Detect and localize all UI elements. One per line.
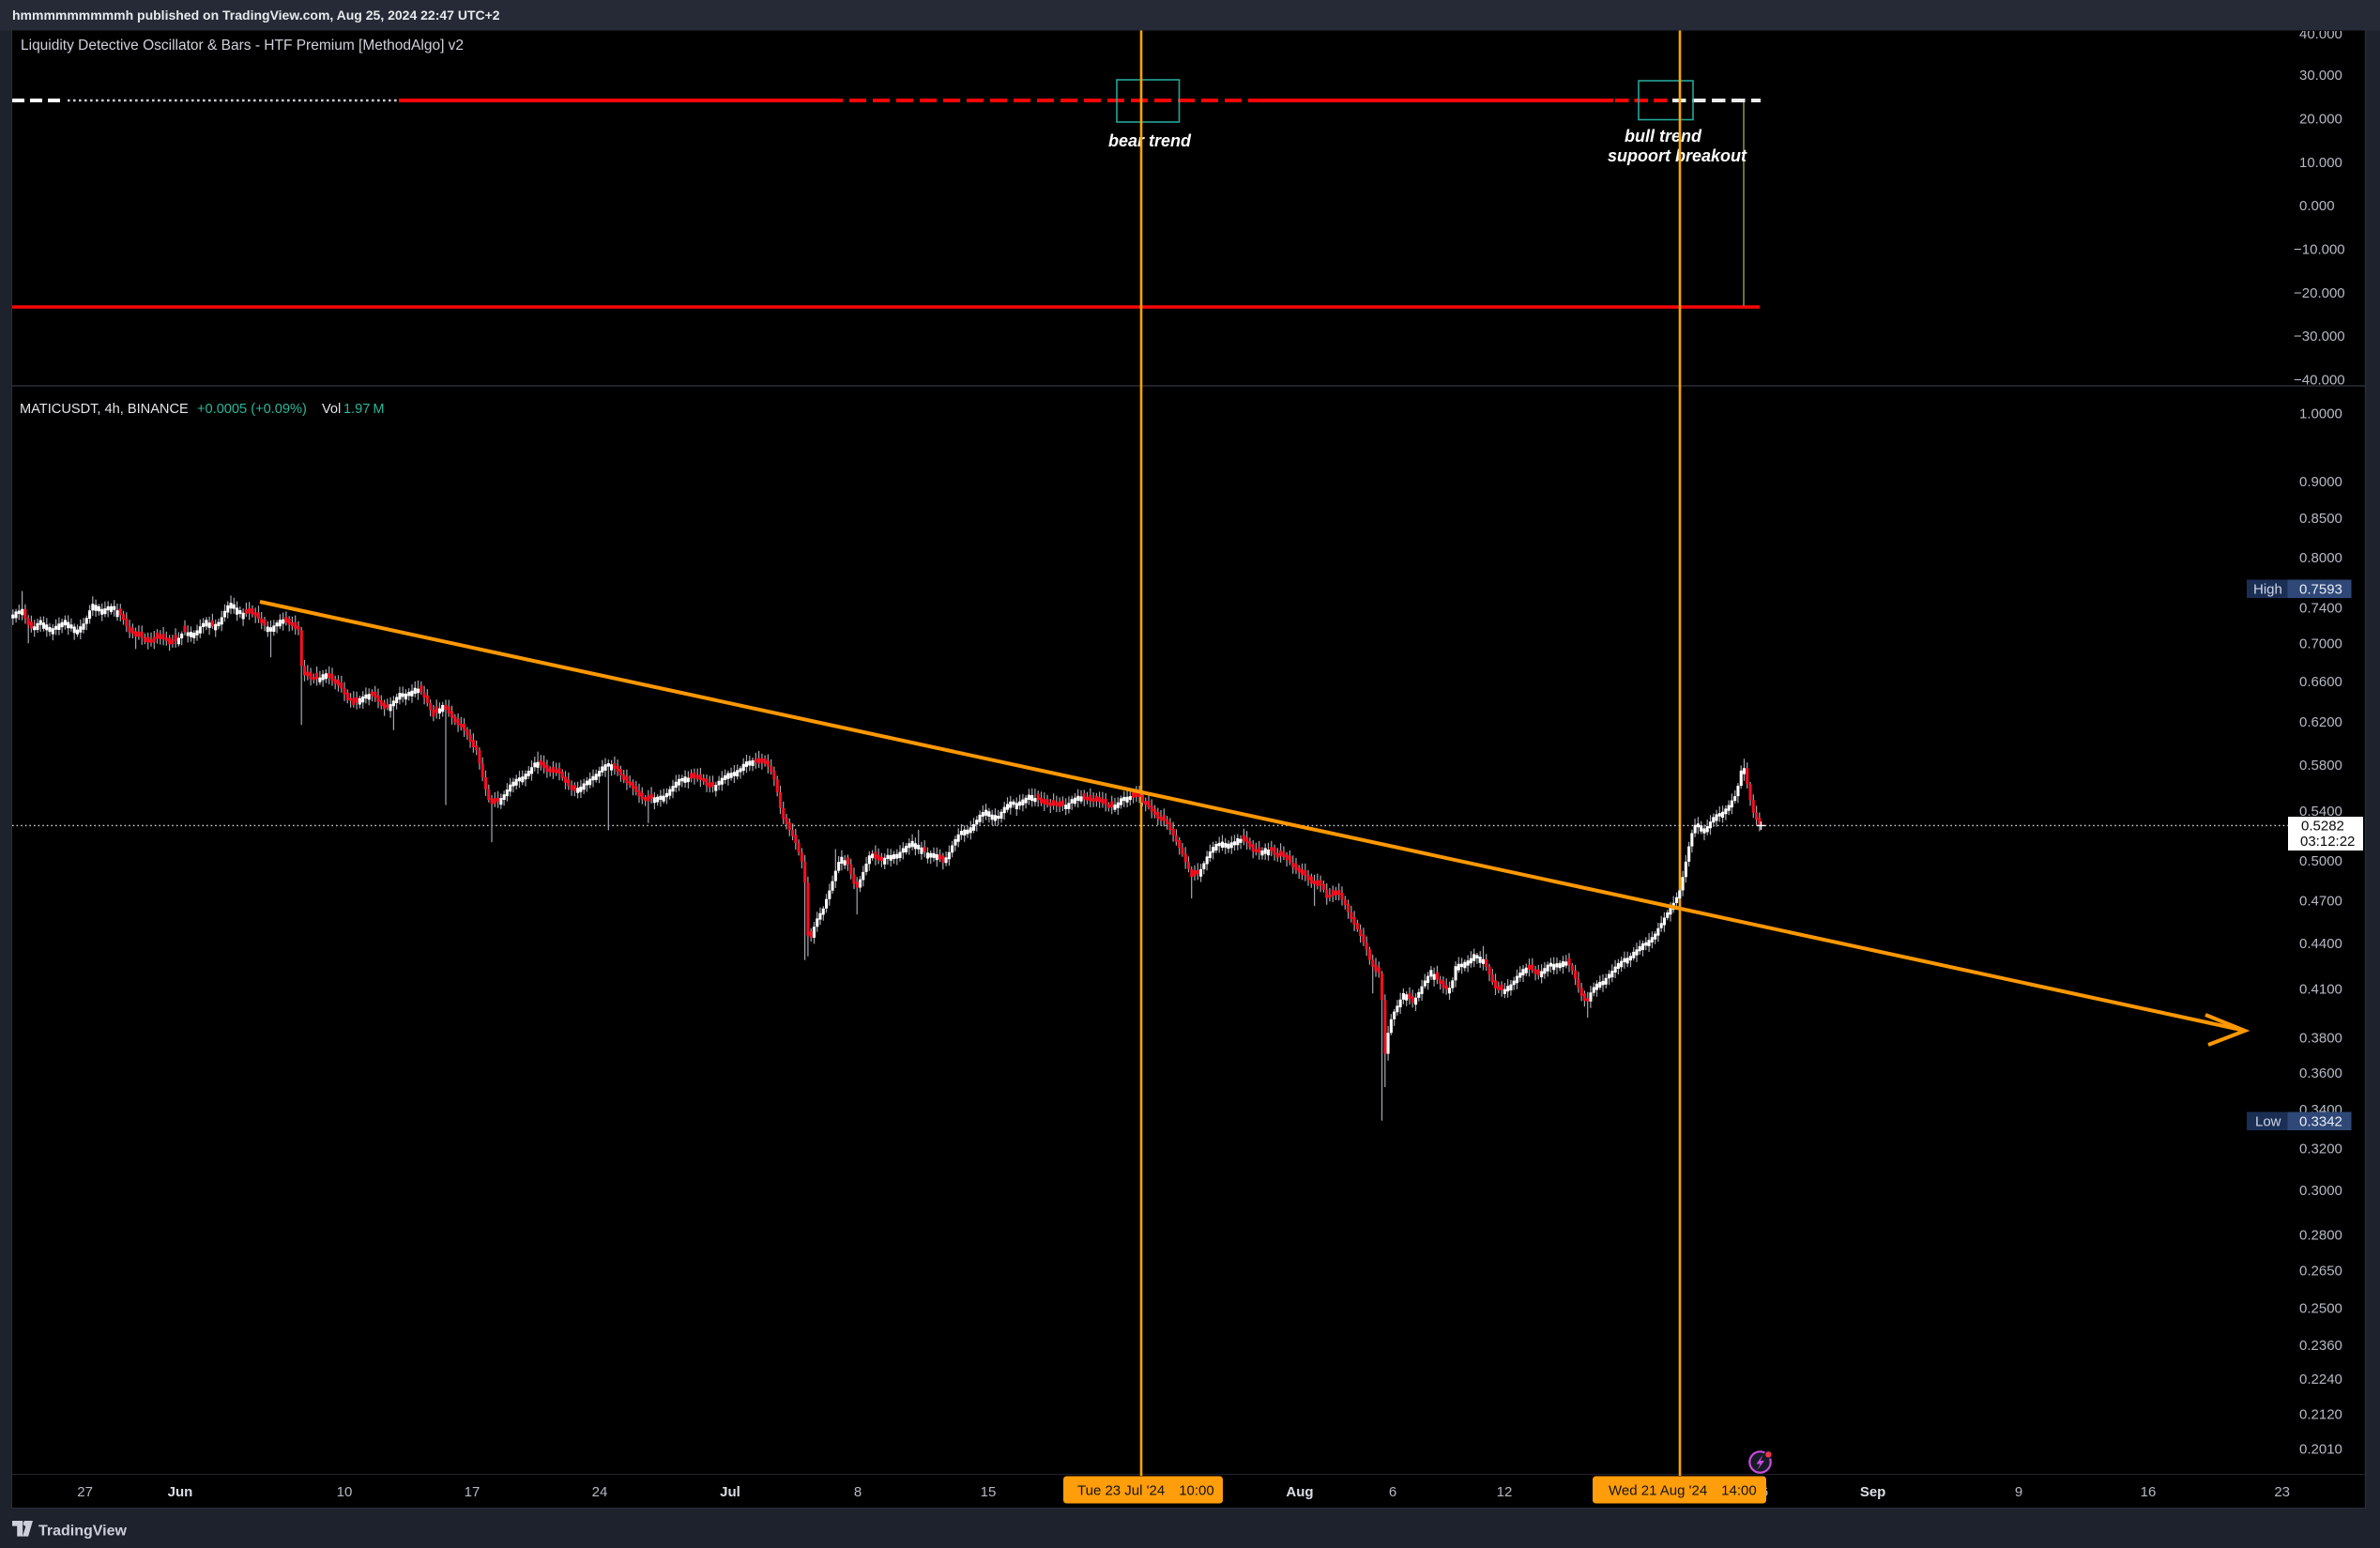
svg-text:0.7000: 0.7000 [2299,636,2342,652]
svg-text:0.3200: 0.3200 [2299,1142,2342,1157]
svg-text:−20.000: −20.000 [2294,285,2345,301]
svg-text:0.7593: 0.7593 [2299,582,2342,598]
svg-text:0.2500: 0.2500 [2299,1300,2342,1316]
svg-text:0.9000: 0.9000 [2299,474,2342,490]
svg-text:0.6200: 0.6200 [2299,714,2342,730]
svg-text:supoort breakout: supoort breakout [1608,146,1747,165]
svg-text:0.2360: 0.2360 [2299,1338,2342,1354]
svg-text:0.2010: 0.2010 [2299,1441,2342,1457]
svg-text:0.2240: 0.2240 [2299,1372,2342,1387]
svg-text:Sep: Sep [1860,1484,1886,1500]
svg-text:0.5282: 0.5282 [2301,819,2344,835]
svg-text:15: 15 [981,1484,997,1500]
svg-text:Liquidity Detective Oscillator: Liquidity Detective Oscillator & Bars - … [21,38,464,54]
svg-text:0.5800: 0.5800 [2299,758,2342,774]
svg-text:1.0000: 1.0000 [2299,406,2342,422]
svg-text:10: 10 [337,1484,353,1500]
svg-text:0.8000: 0.8000 [2299,550,2342,566]
svg-text:Vol: Vol [322,402,341,417]
svg-text:12: 12 [1497,1484,1513,1500]
svg-text:Jul: Jul [720,1484,740,1500]
svg-text:9: 9 [2015,1484,2022,1500]
svg-text:03:12:22: 03:12:22 [2300,834,2355,850]
svg-text:40.000: 40.000 [2299,26,2342,42]
svg-text:+0.0005 (+0.09%): +0.0005 (+0.09%) [197,402,307,417]
svg-text:High: High [2253,582,2282,598]
svg-text:17: 17 [465,1484,481,1500]
svg-text:0.3600: 0.3600 [2299,1065,2342,1081]
svg-text:6: 6 [1389,1484,1396,1500]
svg-text:10.000: 10.000 [2299,155,2342,171]
svg-text:0.3800: 0.3800 [2299,1031,2342,1047]
svg-text:0.000: 0.000 [2299,198,2335,214]
svg-text:16: 16 [2141,1484,2157,1500]
svg-text:MATICUSDT, 4h, BINANCE: MATICUSDT, 4h, BINANCE [20,402,189,417]
svg-text:bear trend: bear trend [1108,131,1192,150]
svg-text:Tue 23 Jul '24 10:00: Tue 23 Jul '24 10:00 [1077,1483,1214,1499]
svg-text:0.7400: 0.7400 [2299,600,2342,616]
svg-text:hmmmmmmmmmh published on Tradi: hmmmmmmmmmh published on TradingView.com… [12,8,500,23]
svg-text:−30.000: −30.000 [2294,329,2345,345]
svg-text:−40.000: −40.000 [2294,373,2345,389]
svg-text:24: 24 [592,1484,608,1500]
svg-text:0.2120: 0.2120 [2299,1407,2342,1423]
svg-text:Wed 21 Aug '24 14:00: Wed 21 Aug '24 14:00 [1609,1483,1757,1499]
svg-text:20.000: 20.000 [2299,112,2342,128]
svg-text:−10.000: −10.000 [2294,242,2345,258]
svg-text:0.6600: 0.6600 [2299,674,2342,690]
svg-text:0.4100: 0.4100 [2299,981,2342,997]
svg-text:0.5400: 0.5400 [2299,804,2342,820]
svg-text:0.2800: 0.2800 [2299,1228,2342,1244]
svg-text:0.3000: 0.3000 [2299,1183,2342,1199]
svg-text:0.4400: 0.4400 [2299,936,2342,952]
svg-text:Low: Low [2255,1114,2281,1130]
svg-text:0.5000: 0.5000 [2299,853,2342,869]
svg-text:1.97 M: 1.97 M [343,402,384,417]
svg-text:23: 23 [2274,1484,2290,1500]
svg-text:0.2650: 0.2650 [2299,1263,2342,1279]
svg-text:0.3342: 0.3342 [2299,1114,2342,1130]
svg-text:0.8500: 0.8500 [2299,511,2342,527]
svg-text:27: 27 [77,1484,93,1500]
svg-text:Aug: Aug [1286,1484,1313,1500]
svg-text:Jun: Jun [168,1484,193,1500]
svg-text:0.4700: 0.4700 [2299,894,2342,910]
svg-text:TradingView: TradingView [38,1524,128,1540]
svg-text:8: 8 [854,1484,862,1500]
svg-text:30.000: 30.000 [2299,68,2342,84]
svg-text:bull trend: bull trend [1625,127,1702,146]
